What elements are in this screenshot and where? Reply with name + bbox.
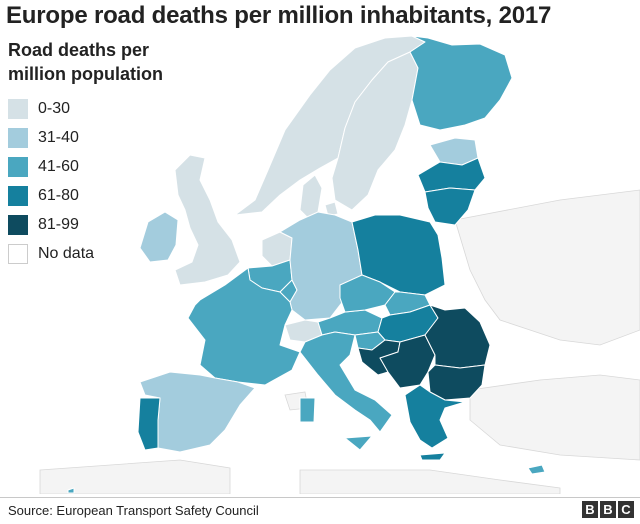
legend-item: 31-40 [8,125,208,150]
legend-swatch-2 [8,156,28,177]
country-finland[interactable] [409,36,513,131]
country-romania[interactable] [424,304,491,369]
legend-swatch-3 [8,185,28,206]
country-cyprus[interactable] [527,464,546,475]
legend-items: 0-30 31-40 41-60 61-80 81-99 No data [8,96,208,266]
legend: Road deaths per million population 0-30 … [8,38,208,270]
country-greece[interactable] [404,384,466,461]
country-malta[interactable] [67,487,75,494]
legend-label: 81-99 [38,215,79,233]
bbc-logo-block: C [618,501,634,518]
legend-label: 61-80 [38,186,79,204]
map [0,36,640,494]
background-land-africa-west [39,459,231,494]
legend-item: No data [8,241,208,266]
country-latvia[interactable] [417,157,486,193]
legend-swatch-4 [8,214,28,235]
legend-label: No data [38,244,95,262]
country-serbia[interactable] [379,334,436,389]
europe-map-svg [39,36,640,494]
legend-swatch-1 [8,127,28,148]
legend-label: 0-30 [38,99,71,117]
legend-swatch-0 [8,98,28,119]
country-sweden[interactable] [331,51,419,211]
legend-swatch-5 [8,243,28,264]
background-land-east [454,189,640,346]
legend-label: 31-40 [38,128,79,146]
legend-item: 41-60 [8,154,208,179]
country-france[interactable] [187,267,301,386]
background-land-africa [299,469,561,494]
legend-title: Road deaths per million population [8,40,163,84]
country-ireland[interactable] [139,211,179,263]
country-lithuania[interactable] [424,187,476,226]
bbc-logo-block: B [600,501,616,518]
bbc-logo: B B C [582,501,634,518]
source-note: Source: European Transport Safety Counci… [8,503,259,518]
country-italy[interactable] [299,331,393,451]
background-land-turkey [469,374,640,461]
legend-label: 41-60 [38,157,79,175]
bbc-logo-block: B [582,501,598,518]
legend-item: 0-30 [8,96,208,121]
chart-title: Europe road deaths per million inhabitan… [6,2,552,29]
legend-item: 81-99 [8,212,208,237]
legend-item: 61-80 [8,183,208,208]
country-portugal[interactable] [137,397,161,451]
footer-divider [0,497,640,498]
country-united-kingdom[interactable] [174,154,241,286]
